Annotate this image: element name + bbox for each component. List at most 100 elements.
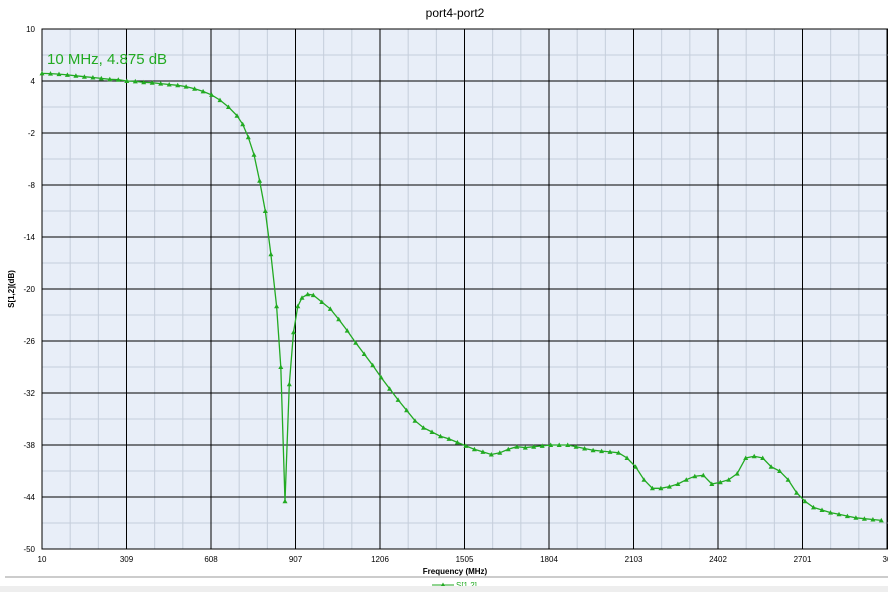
data-point <box>878 517 884 523</box>
x-tick-label: 30 <box>883 555 888 564</box>
data-point <box>480 449 486 454</box>
data-point <box>310 292 316 298</box>
data-point <box>700 472 706 478</box>
data-point <box>175 82 181 88</box>
data-point <box>641 477 647 482</box>
data-point <box>658 485 664 491</box>
data-point <box>777 468 783 473</box>
data-point <box>666 484 672 489</box>
data-point <box>743 455 749 460</box>
data-point <box>149 80 155 85</box>
data-point <box>599 448 605 454</box>
data-point <box>463 443 469 448</box>
x-tick-label: 2103 <box>625 555 643 564</box>
data-point <box>295 303 301 309</box>
y-tick-label: -8 <box>28 181 36 190</box>
data-point <box>132 78 138 84</box>
data-point <box>319 299 325 304</box>
data-point <box>291 329 296 335</box>
data-point <box>387 386 393 391</box>
data-point <box>274 303 280 309</box>
legend: S[1,2] <box>432 581 477 590</box>
y-tick-label: -44 <box>23 493 35 502</box>
data-point <box>556 442 562 447</box>
data-point <box>768 464 774 469</box>
legend-marker <box>440 582 446 587</box>
x-tick-label: 608 <box>204 555 218 564</box>
data-point <box>853 515 859 520</box>
data-point <box>438 433 443 439</box>
data-point <box>522 445 528 450</box>
data-point <box>56 71 62 77</box>
data-point <box>262 208 268 213</box>
data-point <box>240 121 246 127</box>
data-point <box>421 425 426 430</box>
data-point <box>73 73 79 78</box>
x-tick-label: 10 <box>38 555 47 564</box>
x-tick-label: 2402 <box>709 555 727 564</box>
data-point <box>751 453 757 459</box>
data-point <box>514 444 520 449</box>
data-point <box>683 477 689 482</box>
data-point <box>454 439 460 445</box>
data-point <box>395 397 401 402</box>
data-point <box>336 316 342 322</box>
data-point <box>607 449 613 454</box>
data-point <box>305 291 311 297</box>
data-point <box>548 442 554 447</box>
data-point <box>446 436 452 441</box>
data-point <box>115 77 121 82</box>
data-point <box>802 498 808 504</box>
data-point <box>819 507 825 512</box>
data-point <box>794 490 800 495</box>
data-point <box>828 510 833 515</box>
data-point <box>245 134 251 140</box>
series-line <box>41 72 882 522</box>
data-point <box>861 516 867 521</box>
data-point <box>257 178 263 183</box>
data-point <box>141 79 147 85</box>
data-point <box>412 418 418 423</box>
data-point <box>836 511 842 517</box>
data-point <box>361 351 367 356</box>
data-point <box>124 78 130 83</box>
data-point <box>107 76 113 82</box>
data-point <box>98 75 104 81</box>
data-point <box>251 152 257 157</box>
data-point <box>64 72 70 77</box>
data-point <box>488 452 494 457</box>
data-point <box>844 513 850 519</box>
data-point <box>404 407 410 413</box>
data-point <box>717 479 723 485</box>
y-tick-label: -38 <box>23 441 35 450</box>
data-point <box>624 455 630 460</box>
data-point <box>633 464 638 469</box>
data-point <box>344 328 350 333</box>
data-point <box>226 104 231 109</box>
data-point <box>209 92 215 97</box>
data-point <box>183 84 189 89</box>
data-point <box>166 82 172 87</box>
y-tick-label: -50 <box>23 545 35 554</box>
y-axis: 10 4 -2 -8 -14 -20 -26 -32 -38 -44 -50 <box>23 25 35 554</box>
data-point <box>734 471 740 476</box>
bottom-strip <box>0 586 888 592</box>
data-point <box>81 74 87 79</box>
data-point <box>616 450 621 455</box>
data-point <box>299 295 305 300</box>
data-point <box>497 450 503 455</box>
data-point <box>471 446 477 452</box>
data-point <box>48 71 53 76</box>
data-point <box>785 477 791 482</box>
data-point <box>573 444 579 449</box>
data-point <box>565 442 571 447</box>
data-point <box>429 429 435 434</box>
data-point <box>282 498 288 504</box>
y-tick-label: -32 <box>23 389 35 398</box>
y-tick-label: -2 <box>28 129 36 138</box>
y-tick-label: -14 <box>23 233 35 242</box>
data-point <box>649 485 655 491</box>
data-point <box>234 113 240 118</box>
data-point <box>39 70 45 76</box>
